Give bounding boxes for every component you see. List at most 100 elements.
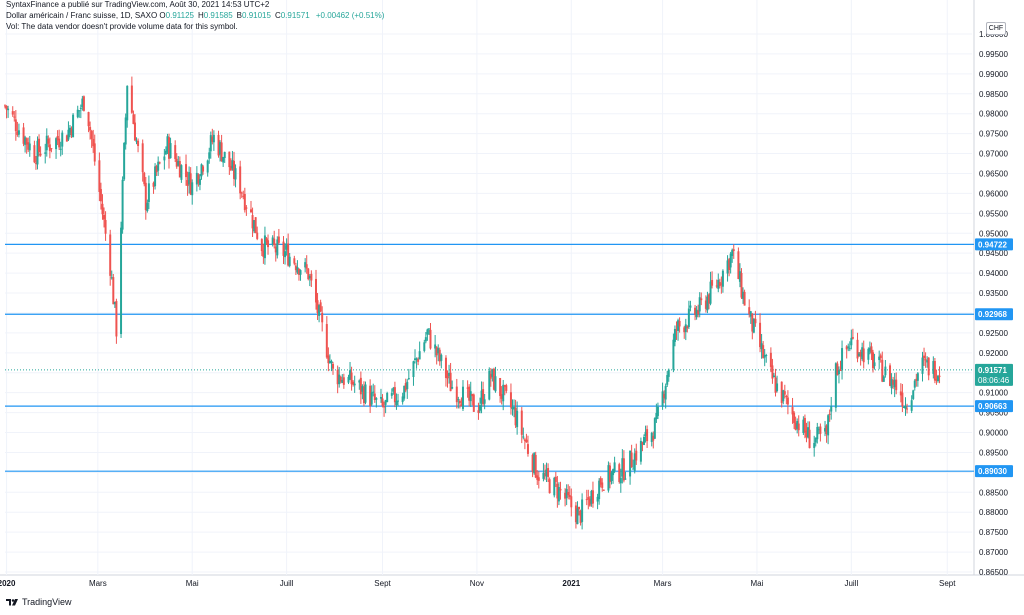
candle-body: [232, 160, 235, 179]
candle-body: [881, 359, 884, 382]
candle-body: [212, 134, 215, 143]
candle-body: [369, 385, 372, 406]
candle-body: [440, 354, 443, 361]
candle-body: [663, 394, 666, 399]
candle-body: [729, 253, 732, 268]
candle-body: [774, 377, 777, 393]
candle-body: [143, 172, 146, 185]
candle-body: [189, 173, 192, 195]
candle-body: [666, 375, 669, 385]
candle-body: [924, 359, 927, 361]
candle-body: [231, 160, 234, 169]
candle-body: [502, 384, 505, 402]
candle-body: [383, 406, 386, 408]
candle-body: [265, 238, 268, 242]
candle-body: [448, 372, 451, 376]
candles: [4, 76, 941, 530]
candle-body: [47, 138, 50, 144]
candle-body: [893, 379, 896, 388]
candle-body: [556, 483, 559, 499]
candle-body: [879, 355, 882, 359]
price-tick-label: 0.91000: [979, 389, 1008, 398]
candle-body: [728, 259, 731, 270]
time-axis: 2020 Mars Mai Juill Sept Nov 2021 Mars Mai Juill S…: [0, 579, 956, 588]
candle-body: [762, 345, 765, 358]
candle-body: [599, 478, 602, 485]
candle-body: [899, 391, 902, 396]
candle-body: [689, 305, 692, 308]
candle-body: [99, 189, 102, 202]
candle-body: [426, 329, 429, 335]
candle-body: [752, 318, 755, 333]
candle-body: [813, 442, 816, 448]
candle-body: [299, 270, 302, 275]
candle-body: [308, 276, 311, 279]
level-badge-label: 0.92968: [978, 310, 1007, 319]
candle-body: [14, 119, 17, 132]
candle-body: [449, 372, 452, 392]
candle-body: [434, 344, 437, 349]
candle-body: [180, 165, 183, 180]
candle-body: [661, 391, 664, 407]
candle-body: [520, 410, 523, 435]
candle-body: [273, 238, 276, 246]
candle-body: [79, 107, 82, 109]
candle-body: [923, 355, 926, 359]
candle-body: [848, 348, 851, 350]
candle-body: [228, 151, 231, 168]
candle-body: [435, 347, 438, 356]
candle-body: [598, 480, 601, 500]
candle-body: [748, 307, 751, 315]
candle-body: [5, 105, 8, 110]
candle-body: [514, 407, 517, 426]
candle-body: [13, 116, 16, 118]
candle-body: [68, 127, 71, 133]
candle-body: [92, 138, 95, 147]
candle-body: [157, 161, 160, 171]
candle-body: [253, 220, 256, 232]
candle-body: [56, 135, 59, 141]
candle-body: [630, 452, 633, 468]
candle-body: [537, 477, 540, 481]
currency-badge[interactable]: CHF: [986, 22, 1006, 35]
candle-body: [451, 387, 454, 389]
candle-body: [169, 143, 172, 159]
candle-body: [565, 489, 568, 498]
candle-body: [414, 358, 417, 361]
candle-body: [839, 370, 842, 372]
candle-body: [621, 458, 624, 477]
candle-body: [457, 399, 460, 401]
price-tick-label: 0.90000: [979, 429, 1008, 438]
candle-body: [177, 160, 180, 166]
candle-body: [913, 380, 916, 388]
candle-body: [871, 352, 874, 369]
ohlc-key: B: [236, 11, 243, 20]
candle-body: [284, 251, 287, 258]
candle-body: [526, 444, 529, 454]
candle-body: [916, 373, 919, 381]
candle-body: [240, 192, 243, 194]
candle-body: [825, 425, 828, 435]
candle-body: [446, 376, 449, 379]
candle-body: [650, 432, 653, 442]
level-badge: [975, 465, 1013, 478]
level-badge: [975, 400, 1013, 413]
candle-body: [124, 117, 127, 145]
candle-body: [427, 328, 430, 330]
candle-body: [67, 129, 70, 140]
candle-body: [81, 98, 84, 108]
candle-body: [126, 85, 129, 121]
candle-body: [72, 114, 75, 138]
candle-body: [460, 404, 463, 407]
candle-body: [783, 391, 786, 395]
candle-body: [211, 136, 214, 142]
candle-body: [921, 357, 924, 374]
candle-body: [500, 394, 503, 399]
chart-grid: [0, 0, 1024, 576]
tradingview-logo-icon: [6, 599, 18, 606]
candle-body: [260, 239, 263, 252]
candle-body: [34, 162, 37, 164]
candle-body: [16, 131, 19, 135]
candle-body: [889, 365, 892, 386]
